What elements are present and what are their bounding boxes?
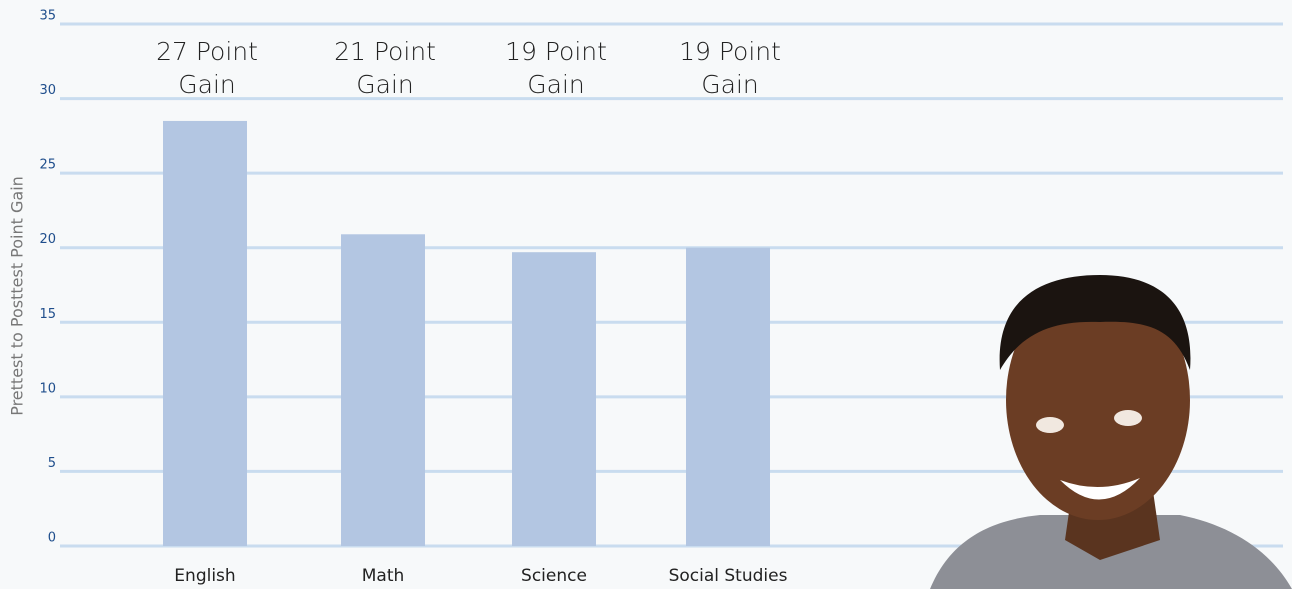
x-tick-label: Social Studies bbox=[669, 566, 788, 586]
annotation: Gain bbox=[356, 70, 413, 99]
x-tick-label: Science bbox=[521, 566, 587, 586]
bar bbox=[512, 252, 596, 546]
y-tick-label: 5 bbox=[48, 456, 56, 471]
photo bbox=[930, 275, 1292, 589]
y-tick-label: 20 bbox=[39, 232, 56, 247]
eye bbox=[1036, 417, 1064, 433]
annotation: Gain bbox=[701, 70, 758, 99]
y-tick-label: 10 bbox=[39, 381, 56, 396]
face bbox=[1006, 280, 1190, 520]
annotation: Gain bbox=[178, 70, 235, 99]
hair bbox=[999, 275, 1191, 370]
y-tick-label: 15 bbox=[39, 307, 56, 322]
y-tick-label: 30 bbox=[39, 83, 56, 98]
bar bbox=[686, 247, 770, 546]
y-axis-label: Prettest to Posttest Point Gain bbox=[8, 176, 27, 416]
annotation: 19 Point bbox=[505, 37, 607, 66]
annotation: 21 Point bbox=[334, 37, 436, 66]
annotation: Gain bbox=[527, 70, 584, 99]
smile bbox=[1060, 478, 1140, 500]
eye bbox=[1114, 410, 1142, 426]
x-tick-label: English bbox=[174, 566, 235, 586]
y-tick-label: 25 bbox=[39, 158, 56, 173]
bar bbox=[341, 234, 425, 546]
y-tick-label: 35 bbox=[39, 9, 56, 24]
x-tick-label: Math bbox=[362, 566, 405, 586]
annotation: 19 Point bbox=[679, 37, 781, 66]
annotation: 27 Point bbox=[156, 37, 258, 66]
y-tick-label: 0 bbox=[48, 531, 56, 546]
bar bbox=[163, 120, 247, 546]
